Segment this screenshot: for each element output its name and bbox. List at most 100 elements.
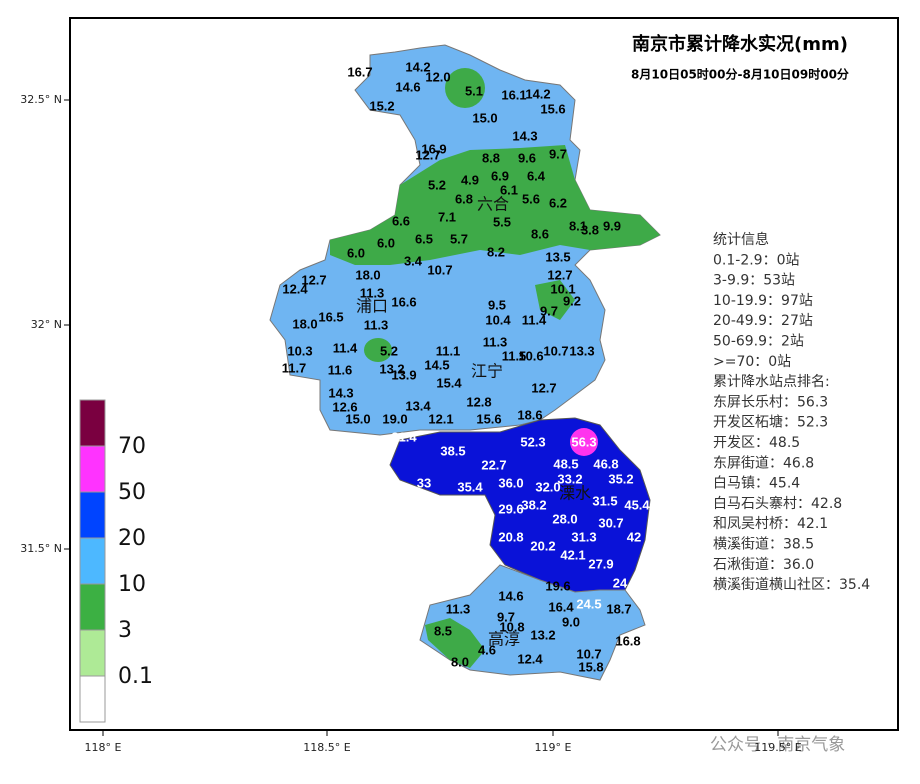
- station-value: 16.1: [501, 87, 526, 102]
- station-value: 11.4: [522, 312, 547, 327]
- station-value: 3.4: [404, 253, 423, 268]
- station-value: 14.6: [395, 79, 420, 94]
- station-value: 45.4: [624, 497, 650, 512]
- station-value: 11.7: [282, 360, 307, 375]
- stats-line: 开发区柘塘：52.3: [713, 415, 828, 431]
- station-value: 9.2: [563, 293, 581, 308]
- stats-line: 0.1-2.9：0站: [713, 252, 800, 268]
- lat-label: 31.5° N: [20, 542, 62, 555]
- stats-line: 开发区：48.5: [713, 435, 800, 451]
- stats-line: 白马石头寨村：42.8: [713, 495, 842, 512]
- map-title: 南京市累计降水实况(mm): [632, 33, 848, 55]
- station-value: 6.1: [500, 182, 518, 197]
- station-value: 15.2: [369, 98, 394, 113]
- station-value: 13.9: [391, 367, 416, 382]
- station-value: 56.3: [571, 434, 596, 449]
- station-value: 12.4: [282, 281, 308, 296]
- station-value: 20.8: [498, 529, 523, 544]
- region-50-70: [570, 428, 598, 456]
- station-value: 10.3: [287, 343, 312, 358]
- station-value: 11.3: [483, 334, 508, 349]
- station-value: 46.8: [593, 456, 618, 471]
- district-name: 溧水: [559, 484, 591, 503]
- station-value: 35.4: [457, 479, 483, 494]
- station-value: 32.0: [535, 479, 560, 494]
- station-value: 31.5: [592, 493, 617, 508]
- station-value: 11.5: [502, 348, 527, 363]
- station-value: 4.9: [461, 172, 479, 187]
- station-value: 36.0: [498, 475, 523, 490]
- stats-line: 东屏长乐村：56.3: [713, 394, 828, 410]
- station-value: 15.0: [345, 411, 370, 426]
- station-value: 52.3: [520, 434, 545, 449]
- map-subtitle: 8月10日05时00分-8月10日09时00分: [631, 67, 849, 82]
- station-value: 6.0: [377, 235, 395, 250]
- district-name: 浦口: [356, 297, 388, 316]
- station-value: 12.7: [301, 272, 326, 287]
- legend-swatch: [79, 445, 106, 493]
- station-value: 6.2: [549, 195, 567, 210]
- legend-swatch: [79, 537, 106, 585]
- station-value: 42: [627, 529, 641, 544]
- lon-label: 118.5° E: [303, 741, 350, 754]
- legend-swatch: [79, 629, 106, 677]
- station-value: 10.8: [499, 619, 524, 634]
- station-value: 14.6: [498, 588, 523, 603]
- station-value: 19.6: [545, 578, 570, 593]
- station-value: 5.2: [380, 343, 398, 358]
- station-value: 16.4: [548, 599, 574, 614]
- station-value: 12.7: [531, 380, 556, 395]
- station-value: 5.5: [493, 214, 511, 229]
- station-value: 38.5: [440, 443, 465, 458]
- station-value: 8.8: [482, 150, 500, 165]
- station-value: 13.2: [379, 361, 404, 376]
- station-value: 16.6: [391, 294, 416, 309]
- station-value: 24.5: [576, 596, 601, 611]
- station-value: 3.8: [581, 222, 599, 237]
- stats-line: 和凤吴村桥：42.1: [713, 516, 828, 532]
- station-value: 12.7: [547, 267, 572, 282]
- lat-label: 32° N: [31, 318, 62, 331]
- station-value: 16.8: [615, 633, 640, 648]
- station-value: 8.1: [569, 218, 587, 233]
- station-value: 9.0: [562, 614, 580, 629]
- region-3-10: [445, 68, 485, 108]
- station-value: 9.7: [497, 609, 515, 624]
- station-value: 15.0: [472, 110, 497, 125]
- station-value: 6.9: [491, 168, 509, 183]
- station-value: 14.3: [512, 128, 537, 143]
- legend-swatch: [79, 399, 106, 447]
- station-value: 18.0: [355, 267, 380, 282]
- station-value: 30.7: [598, 515, 623, 530]
- district-name: 江宁: [471, 362, 503, 381]
- station-value: 11.6: [328, 362, 353, 377]
- station-value: 33: [417, 475, 431, 490]
- station-value: 9.7: [549, 146, 567, 161]
- station-value: 24: [613, 575, 628, 590]
- station-value: 11.3: [364, 317, 389, 332]
- stats-line: 白马镇：45.4: [713, 476, 800, 492]
- station-value: 15.6: [476, 411, 501, 426]
- station-value: 7.1: [438, 209, 456, 224]
- station-value: 19.0: [382, 411, 407, 426]
- station-value: 15.4: [436, 375, 462, 390]
- station-value: 10.7: [576, 646, 601, 661]
- station-value: 31.3: [571, 529, 596, 544]
- legend-swatch: [79, 583, 106, 631]
- station-value: 11.1: [436, 343, 461, 358]
- station-value: 13.3: [569, 343, 594, 358]
- legend-label: 3: [118, 618, 132, 643]
- station-value: 27.9: [588, 556, 613, 571]
- region-3-10: [364, 338, 392, 362]
- station-value: 42.1: [560, 547, 585, 562]
- station-value: 9.5: [488, 297, 506, 312]
- station-value: 13.2: [530, 627, 555, 642]
- station-value: 12.4: [517, 651, 543, 666]
- station-value: 20.2: [530, 538, 555, 553]
- stats-line: 横溪街道横山社区：35.4: [713, 577, 870, 593]
- station-value: 5.6: [522, 191, 540, 206]
- station-value: 22.7: [481, 457, 506, 472]
- stats-line: >=70：0站: [713, 354, 791, 370]
- region-3-10: [425, 618, 485, 668]
